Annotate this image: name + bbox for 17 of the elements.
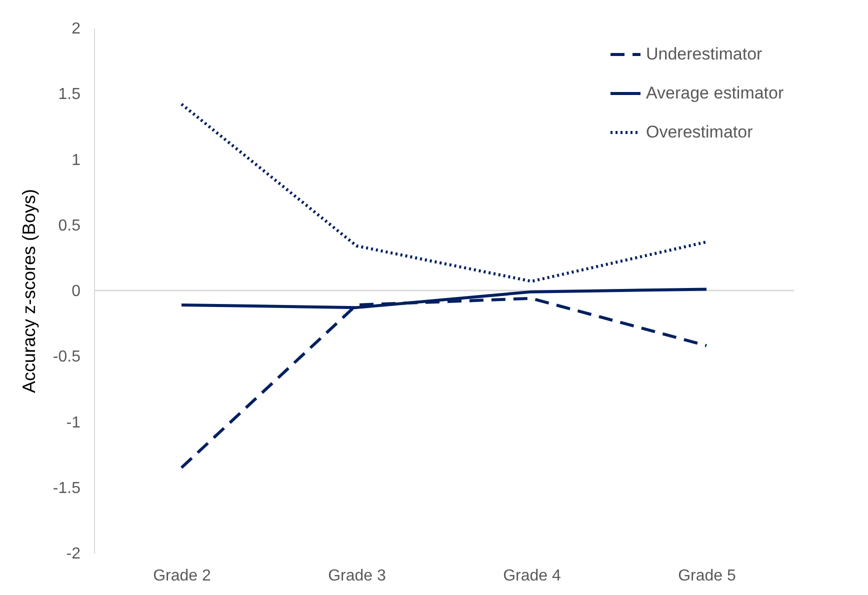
y-tick-label: -1.5 xyxy=(52,480,81,497)
x-tick-label: Grade 5 xyxy=(678,568,736,584)
y-tick-label: -0.5 xyxy=(52,348,81,366)
y-tick-label: 1.5 xyxy=(58,86,81,104)
y-tick-label: -1 xyxy=(66,414,81,432)
y-tick-label: 0 xyxy=(72,283,81,300)
y-tick-label: 0.5 xyxy=(58,217,81,234)
legend-label: Average estimator xyxy=(646,84,784,102)
y-tick-label: 2 xyxy=(72,20,81,38)
legend-label: Underestimator xyxy=(646,44,763,64)
x-tick-label: Grade 3 xyxy=(328,568,386,584)
y-tick-label: -2 xyxy=(66,546,81,562)
x-tick-label: Grade 2 xyxy=(153,568,212,584)
y-tick-label: 1 xyxy=(72,152,81,169)
legend-label: Overestimator xyxy=(646,122,754,142)
y-axis-title: Accuracy z-scores (Boys) xyxy=(18,188,39,394)
x-tick-label: Grade 4 xyxy=(503,568,562,584)
